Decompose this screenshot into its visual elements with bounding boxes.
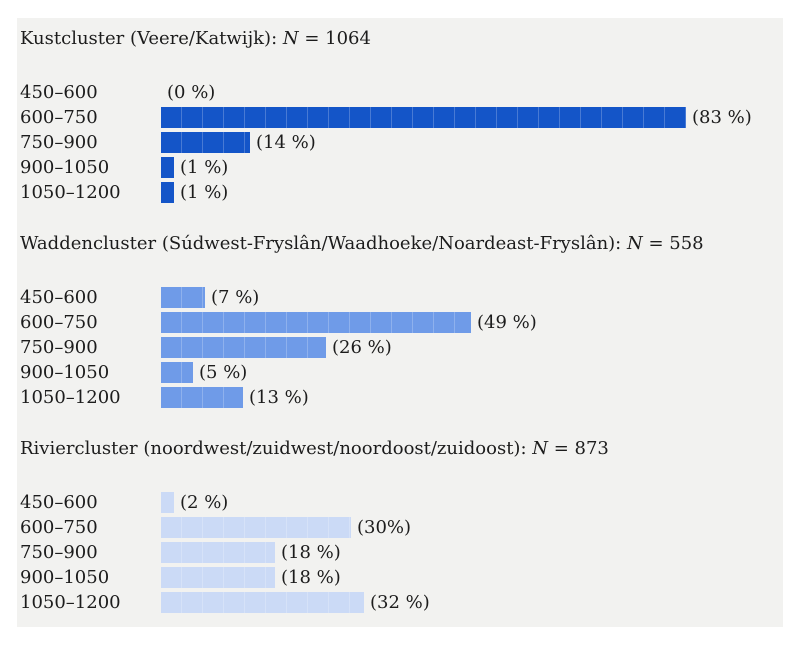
bar-row: 450–600 (2 %) [20,490,771,515]
bar-row: 600–750 (49 %) [20,310,771,335]
bar-row: 1050–1200 (32 %) [20,590,771,615]
value-label: (1 %) [180,182,229,203]
chart-panel: Kustcluster (Veere/Katwijk): N = 1064 450… [17,18,783,627]
category-label: 750–900 [20,337,98,358]
bar-row: 1050–1200 (1 %) [20,180,771,205]
category-label: 600–750 [20,312,98,333]
bar-segment [161,592,364,613]
group-title: Kustcluster (Veere/Katwijk): N = 1064 [20,28,371,49]
n-symbol: N [626,233,643,254]
category-label: 450–600 [20,287,98,308]
chart-group-2: Waddencluster (Súdwest-Fryslân/Waadhoeke… [20,233,771,410]
bar-segment [161,517,351,538]
group-title: Waddencluster (Súdwest-Fryslân/Waadhoeke… [20,233,704,254]
value-label: (5 %) [199,362,248,383]
bar-segment [161,567,275,588]
bar-segment [161,157,174,178]
bar-row: 900–1050 (18 %) [20,565,771,590]
value-label: (26 %) [332,337,392,358]
category-label: 900–1050 [20,157,110,178]
group-title: Riviercluster (noordwest/zuidwest/noordo… [20,438,609,459]
bar-segment [161,362,193,383]
value-label: (1 %) [180,157,229,178]
chart-group-3: Riviercluster (noordwest/zuidwest/noordo… [20,438,771,615]
value-label: (49 %) [477,312,537,333]
bar-row: 450–600 (0 %) [20,80,771,105]
category-label: 1050–1200 [20,182,121,203]
value-label: (83 %) [692,107,752,128]
value-label: (30%) [357,517,412,538]
value-label: (18 %) [281,567,341,588]
category-label: 450–600 [20,82,98,103]
category-label: 1050–1200 [20,592,121,613]
category-label: 600–750 [20,107,98,128]
bar-row: 1050–1200 (13 %) [20,385,771,410]
bar-segment [161,287,205,308]
category-label: 900–1050 [20,567,110,588]
bar-row: 750–900 (26 %) [20,335,771,360]
bar-segment [161,312,471,333]
category-label: 900–1050 [20,362,110,383]
bar-row: 600–750 (30%) [20,515,771,540]
value-label: (7 %) [211,287,260,308]
bar-row: 750–900 (18 %) [20,540,771,565]
category-label: 600–750 [20,517,98,538]
value-label: (18 %) [281,542,341,563]
bar-row: 900–1050 (5 %) [20,360,771,385]
bar-segment [161,337,326,358]
bar-segment [161,492,174,513]
bar-segment [161,182,174,203]
bar-row: 750–900 (14 %) [20,130,771,155]
bar-segment [161,387,243,408]
category-label: 450–600 [20,492,98,513]
bar-row: 900–1050 (1 %) [20,155,771,180]
chart-group-1: Kustcluster (Veere/Katwijk): N = 1064 450… [20,28,771,205]
bar-row: 450–600 (7 %) [20,285,771,310]
value-label: (2 %) [180,492,229,513]
n-symbol: N [282,28,299,49]
bar-row: 600–750 (83 %) [20,105,771,130]
value-label: (0 %) [167,82,216,103]
category-label: 750–900 [20,132,98,153]
category-label: 750–900 [20,542,98,563]
category-label: 1050–1200 [20,387,121,408]
n-symbol: N [532,438,548,459]
value-label: (13 %) [249,387,309,408]
value-label: (14 %) [256,132,316,153]
bar-segment [161,132,250,153]
value-label: (32 %) [370,592,430,613]
bar-segment [161,542,275,563]
bar-segment [161,107,686,128]
